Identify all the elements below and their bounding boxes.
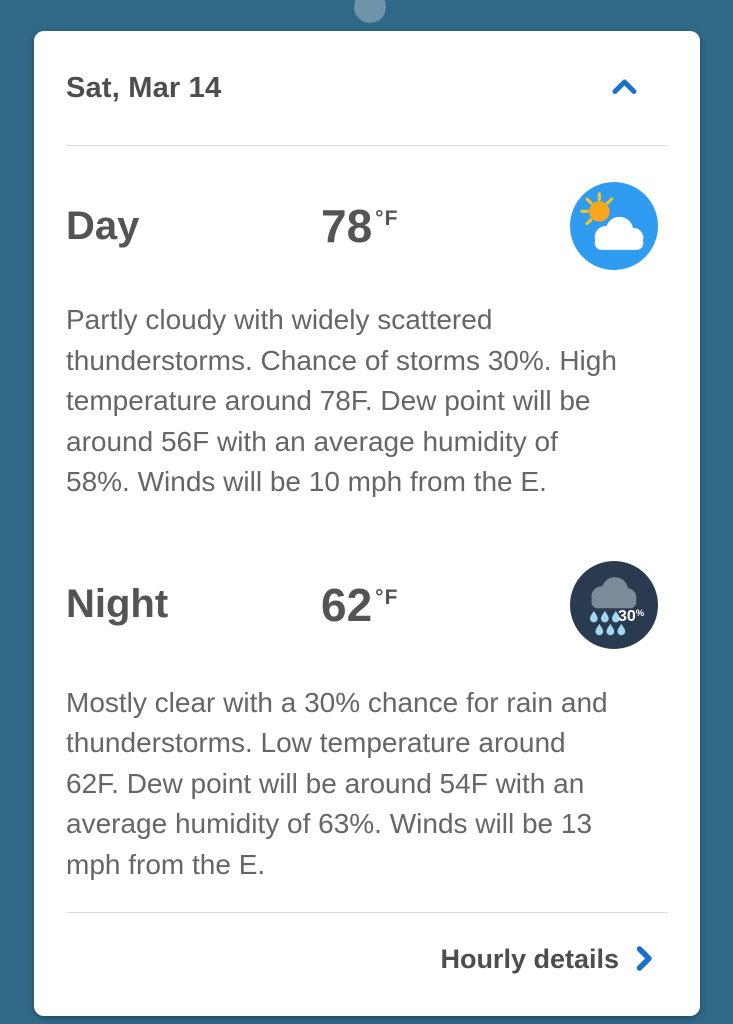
chevron-up-icon (611, 77, 638, 99)
header-divider (66, 145, 668, 146)
collapse-button[interactable] (607, 73, 642, 103)
day-summary-row: Day 78 °F (66, 182, 668, 270)
day-label: Day (66, 203, 140, 248)
night-forecast-section: Night 62 °F (66, 560, 668, 886)
night-label: Night (66, 582, 169, 626)
day-temperature-unit: °F (375, 207, 399, 230)
drag-handle-dot (354, 0, 386, 23)
card-footer: Hourly details (66, 944, 668, 975)
precip-chance-label: 30% (618, 607, 645, 625)
hourly-details-label: Hourly details (440, 944, 619, 974)
scattered-showers-icon: 30% (570, 560, 658, 649)
night-temperature: 62 °F (321, 578, 399, 631)
day-temperature: 78 °F (321, 200, 399, 252)
night-temperature-unit: °F (375, 585, 399, 609)
footer-divider (66, 912, 668, 913)
day-forecast-section: Day 78 °F (66, 182, 668, 503)
date-label: Sat, Mar 14 (66, 71, 222, 104)
forecast-card-header[interactable]: Sat, Mar 14 (66, 31, 668, 145)
hourly-details-link[interactable]: Hourly details (440, 944, 654, 975)
night-description: Mostly clear with a 30% chance for rain … (66, 686, 608, 880)
daily-forecast-card: Sat, Mar 14 Day 78 °F (34, 31, 700, 1016)
night-summary-row: Night 62 °F (66, 560, 668, 649)
partly-cloudy-icon (570, 182, 658, 270)
day-description: Partly cloudy with widely scattered thun… (66, 304, 617, 497)
chevron-right-icon (634, 945, 654, 975)
